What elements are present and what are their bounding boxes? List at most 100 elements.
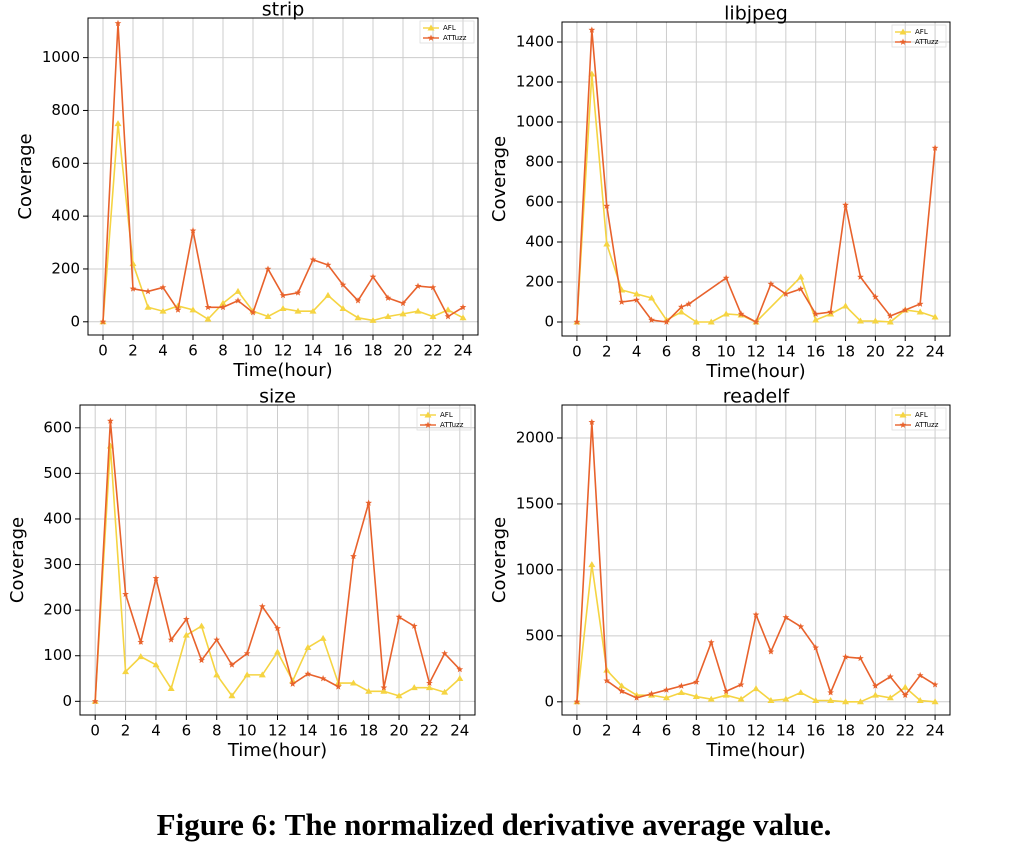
- legend-label: ATTuzz: [443, 34, 467, 42]
- marker: [603, 202, 611, 209]
- marker: [812, 644, 820, 651]
- marker: [399, 299, 407, 307]
- x-axis-label: Time(hour): [705, 361, 805, 382]
- x-tick-label: 16: [806, 343, 825, 361]
- marker: [441, 688, 449, 695]
- marker: [289, 680, 297, 687]
- marker: [901, 691, 909, 699]
- marker: [797, 273, 805, 280]
- y-tick-label: 0: [70, 312, 80, 330]
- marker: [842, 698, 850, 705]
- y-tick-label: 100: [43, 646, 72, 664]
- x-tick-label: 10: [717, 722, 736, 740]
- x-tick-label: 18: [359, 722, 378, 740]
- x-tick-label: 2: [602, 343, 612, 361]
- x-tick-label: 14: [298, 722, 317, 740]
- marker: [129, 285, 137, 292]
- x-tick-label: 6: [182, 722, 192, 740]
- marker: [633, 290, 641, 297]
- chart-title: size: [259, 386, 296, 408]
- y-axis-label: Coverage: [489, 136, 510, 222]
- series-line: [576, 29, 936, 324]
- x-tick-label: 0: [90, 722, 100, 740]
- marker: [399, 310, 407, 317]
- marker: [294, 307, 302, 314]
- marker: [114, 120, 122, 127]
- marker: [129, 260, 137, 267]
- y-tick-label: 0: [544, 692, 554, 710]
- marker: [234, 297, 242, 304]
- legend-label: ATTuzz: [440, 421, 464, 429]
- legend-label: ATTuzz: [915, 421, 939, 429]
- marker: [380, 687, 388, 694]
- marker: [899, 28, 907, 35]
- marker: [767, 648, 775, 655]
- x-tick-label: 16: [806, 722, 825, 740]
- legend-label: AFL: [915, 411, 928, 419]
- marker: [872, 293, 879, 300]
- marker: [662, 694, 670, 701]
- legend-label: AFL: [443, 24, 456, 32]
- marker: [857, 654, 864, 662]
- marker: [677, 689, 685, 696]
- x-tick-label: 14: [776, 722, 795, 740]
- marker: [304, 670, 312, 677]
- marker: [827, 689, 834, 696]
- x-tick-label: 4: [632, 722, 642, 740]
- marker: [588, 561, 596, 568]
- plot-frame: [561, 21, 951, 337]
- marker: [752, 318, 760, 325]
- marker: [812, 316, 820, 323]
- marker: [767, 280, 775, 287]
- marker: [872, 682, 879, 689]
- marker: [144, 303, 152, 310]
- marker: [663, 686, 670, 693]
- marker: [249, 309, 257, 316]
- marker: [395, 613, 403, 620]
- y-tick-label: 200: [43, 601, 72, 619]
- marker: [459, 314, 467, 321]
- x-tick-label: 8: [692, 722, 702, 740]
- marker: [274, 624, 281, 632]
- x-tick-label: 20: [389, 722, 408, 740]
- x-tick-label: 14: [776, 343, 795, 361]
- marker: [99, 318, 107, 325]
- marker: [319, 675, 327, 682]
- marker: [167, 636, 175, 643]
- plot-frame: [561, 404, 951, 716]
- x-tick-label: 20: [393, 342, 412, 360]
- marker: [633, 296, 640, 303]
- y-axis-label: Coverage: [15, 133, 36, 219]
- legend-label: AFL: [440, 411, 453, 419]
- x-tick-label: 12: [746, 722, 765, 740]
- marker: [603, 240, 611, 247]
- x-tick-label: 6: [188, 342, 198, 360]
- y-tick-label: 500: [525, 626, 554, 644]
- marker: [886, 694, 894, 701]
- x-tick-label: 6: [662, 343, 672, 361]
- marker: [722, 687, 730, 695]
- marker: [144, 287, 152, 295]
- marker: [678, 303, 685, 310]
- marker: [279, 305, 287, 312]
- marker: [633, 694, 640, 701]
- marker: [279, 291, 287, 299]
- marker: [797, 689, 805, 696]
- marker: [857, 273, 864, 280]
- marker: [424, 421, 432, 428]
- x-tick-label: 16: [329, 722, 348, 740]
- marker: [931, 144, 939, 151]
- marker: [213, 636, 221, 643]
- y-tick-label: 1000: [42, 48, 80, 66]
- x-tick-label: 22: [423, 342, 442, 360]
- marker: [573, 318, 581, 325]
- x-tick-label: 8: [692, 343, 702, 361]
- marker: [916, 671, 924, 679]
- x-tick-label: 4: [151, 722, 161, 740]
- x-tick-label: 12: [268, 722, 287, 740]
- x-tick-label: 18: [363, 342, 382, 360]
- marker: [198, 622, 206, 629]
- marker: [234, 287, 242, 294]
- marker: [842, 653, 849, 660]
- x-axis-label: Time(hour): [232, 360, 332, 381]
